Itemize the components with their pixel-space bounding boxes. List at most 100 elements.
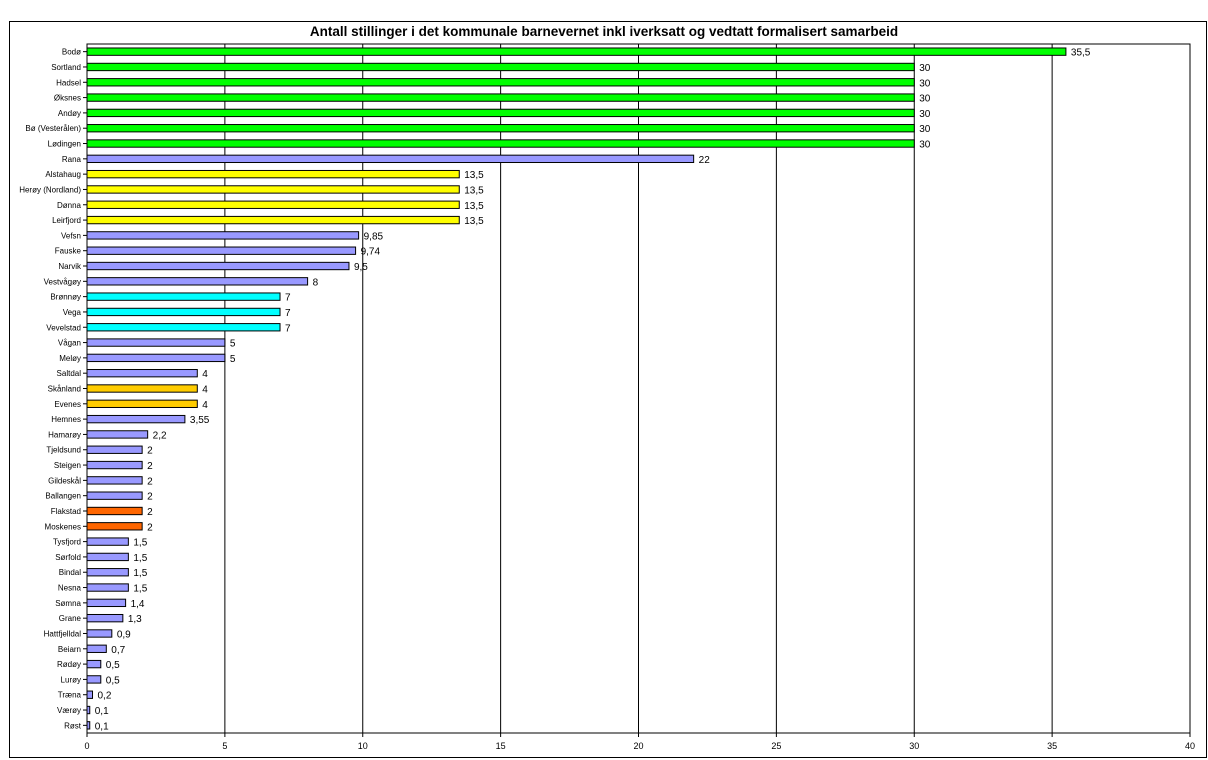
data-label: 0,7 (111, 645, 125, 656)
data-label: 1,5 (133, 538, 147, 549)
x-tick-label: 25 (771, 741, 781, 751)
data-label: 4 (202, 369, 208, 380)
data-label: 13,5 (464, 170, 484, 181)
bars (86, 47, 1067, 730)
data-label: 0,5 (106, 660, 120, 671)
bar (86, 62, 915, 72)
bar (86, 506, 143, 516)
category-label: Gildeskål (48, 476, 81, 485)
category-label: Øksnes (54, 94, 81, 103)
category-label: Rana (62, 155, 82, 164)
category-label: Evenes (54, 400, 81, 409)
category-label: Andøy (58, 109, 81, 118)
bar (86, 185, 460, 194)
category-label: Hemnes (51, 415, 81, 424)
category-label: Lurøy (61, 675, 81, 684)
bar (86, 124, 915, 133)
category-label: Værøy (57, 706, 81, 715)
bar (86, 369, 198, 378)
x-tick-label: 20 (633, 741, 643, 751)
data-label: 2 (147, 446, 153, 457)
category-label: Ballangen (45, 492, 81, 501)
category-label: Meløy (59, 354, 81, 363)
category-label: Dønna (57, 201, 82, 210)
category-label: Træna (58, 691, 82, 700)
bar (86, 460, 143, 470)
data-label: 9,85 (364, 231, 384, 242)
x-tick-label: 5 (222, 741, 227, 751)
category-label: Sortland (51, 63, 81, 72)
data-label: 0,1 (95, 706, 109, 717)
data-label: 30 (919, 109, 931, 120)
bar (86, 338, 226, 347)
category-label: Rødøy (57, 660, 81, 669)
data-label: 2 (147, 492, 153, 503)
bar (86, 552, 129, 562)
category-label: Sømna (55, 599, 81, 608)
x-tick-label: 15 (496, 741, 506, 751)
bar (86, 568, 129, 577)
data-label: 1,3 (128, 614, 142, 625)
data-label: 30 (919, 63, 931, 74)
category-label: Flakstad (51, 507, 81, 516)
data-label: 3,55 (190, 415, 210, 426)
bar (86, 414, 186, 424)
bar (86, 93, 915, 102)
category-label: Sørfold (55, 553, 81, 562)
bar (86, 169, 460, 179)
x-tick-label: 40 (1185, 741, 1195, 751)
data-label: 2 (147, 522, 153, 533)
data-label: 4 (202, 400, 208, 411)
data-label: 2,2 (153, 430, 167, 441)
category-label: Røst (64, 721, 82, 730)
data-label: 13,5 (464, 216, 484, 227)
category-label: Steigen (54, 461, 81, 470)
data-label: 0,2 (98, 691, 112, 702)
category-label: Brønnøy (50, 293, 81, 302)
bar (86, 522, 143, 531)
data-label: 1,5 (133, 568, 147, 579)
data-label: 22 (699, 155, 711, 166)
data-label: 9,74 (361, 247, 381, 258)
bar (86, 139, 915, 148)
category-label: Narvik (58, 262, 82, 271)
category-label: Hadsel (56, 78, 81, 87)
bar (86, 47, 1067, 56)
data-label: 5 (230, 339, 236, 350)
category-label: Herøy (Nordland) (19, 185, 81, 194)
data-label: 1,5 (133, 553, 147, 564)
category-label: Alstahaug (45, 170, 81, 179)
bar (86, 200, 460, 209)
bar (86, 277, 309, 286)
category-label: Saltdal (57, 369, 82, 378)
data-label: 2 (147, 507, 153, 518)
data-label: 13,5 (464, 185, 484, 196)
bar (86, 675, 102, 684)
bar (86, 108, 915, 118)
bar (86, 261, 350, 271)
bar (86, 598, 127, 608)
bar (86, 246, 357, 255)
category-label: Tysfjord (53, 538, 81, 547)
category-label: Vevelstad (46, 323, 81, 332)
category-label: Bindal (59, 568, 81, 577)
category-label: Hamarøy (48, 430, 81, 439)
bar (86, 659, 102, 669)
bar (86, 613, 124, 623)
category-label: Fauske (55, 247, 82, 256)
x-tick-label: 0 (84, 741, 89, 751)
category-label: Lødingen (48, 140, 81, 149)
bar (86, 323, 281, 332)
data-label: 9,5 (354, 262, 368, 273)
bar (86, 307, 281, 317)
bar (86, 644, 107, 653)
bar (86, 430, 149, 439)
data-label: 2 (147, 461, 153, 472)
category-label: Leirfjord (52, 216, 81, 225)
data-label: 7 (285, 308, 291, 319)
category-label: Vefsn (61, 231, 81, 240)
bar (86, 154, 695, 164)
bar (86, 476, 143, 485)
x-tick-label: 30 (909, 741, 919, 751)
